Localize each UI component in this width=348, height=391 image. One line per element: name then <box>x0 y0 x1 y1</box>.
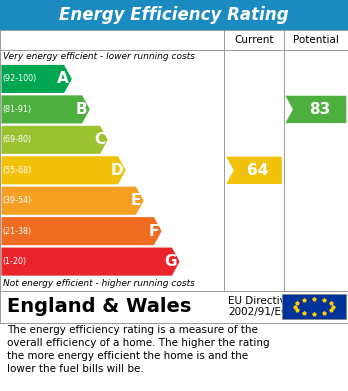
Polygon shape <box>1 156 126 184</box>
Text: C: C <box>94 132 105 147</box>
Text: Not energy efficient - higher running costs: Not energy efficient - higher running co… <box>3 279 195 288</box>
Polygon shape <box>1 95 90 124</box>
Text: B: B <box>76 102 87 117</box>
Text: (21-38): (21-38) <box>3 227 32 236</box>
Polygon shape <box>1 65 72 93</box>
Bar <box>282 294 346 319</box>
Text: (1-20): (1-20) <box>3 257 27 266</box>
Text: D: D <box>110 163 123 178</box>
Polygon shape <box>285 96 346 123</box>
Text: 83: 83 <box>309 102 330 117</box>
Text: A: A <box>57 72 69 86</box>
Polygon shape <box>1 187 144 215</box>
Text: England & Wales: England & Wales <box>7 297 191 316</box>
Text: (69-80): (69-80) <box>3 135 32 144</box>
Bar <box>0 291 348 323</box>
Text: (55-68): (55-68) <box>3 166 32 175</box>
Text: Energy Efficiency Rating: Energy Efficiency Rating <box>59 6 289 24</box>
Text: (81-91): (81-91) <box>3 105 32 114</box>
Text: E: E <box>130 193 141 208</box>
Bar <box>0 30 348 291</box>
Text: G: G <box>164 254 177 269</box>
Text: The energy efficiency rating is a measure of the
overall efficiency of a home. T: The energy efficiency rating is a measur… <box>7 325 270 374</box>
Polygon shape <box>1 217 161 245</box>
Bar <box>0 0 348 30</box>
Polygon shape <box>1 248 180 276</box>
Polygon shape <box>1 126 108 154</box>
Text: (39-54): (39-54) <box>3 196 32 205</box>
Text: (92-100): (92-100) <box>3 74 37 83</box>
Text: EU Directive
2002/91/EC: EU Directive 2002/91/EC <box>228 296 292 317</box>
Text: 64: 64 <box>247 163 269 178</box>
Text: F: F <box>149 224 159 239</box>
Text: Potential: Potential <box>293 35 339 45</box>
Polygon shape <box>226 157 282 184</box>
Text: Very energy efficient - lower running costs: Very energy efficient - lower running co… <box>3 52 196 61</box>
Text: Current: Current <box>234 35 274 45</box>
